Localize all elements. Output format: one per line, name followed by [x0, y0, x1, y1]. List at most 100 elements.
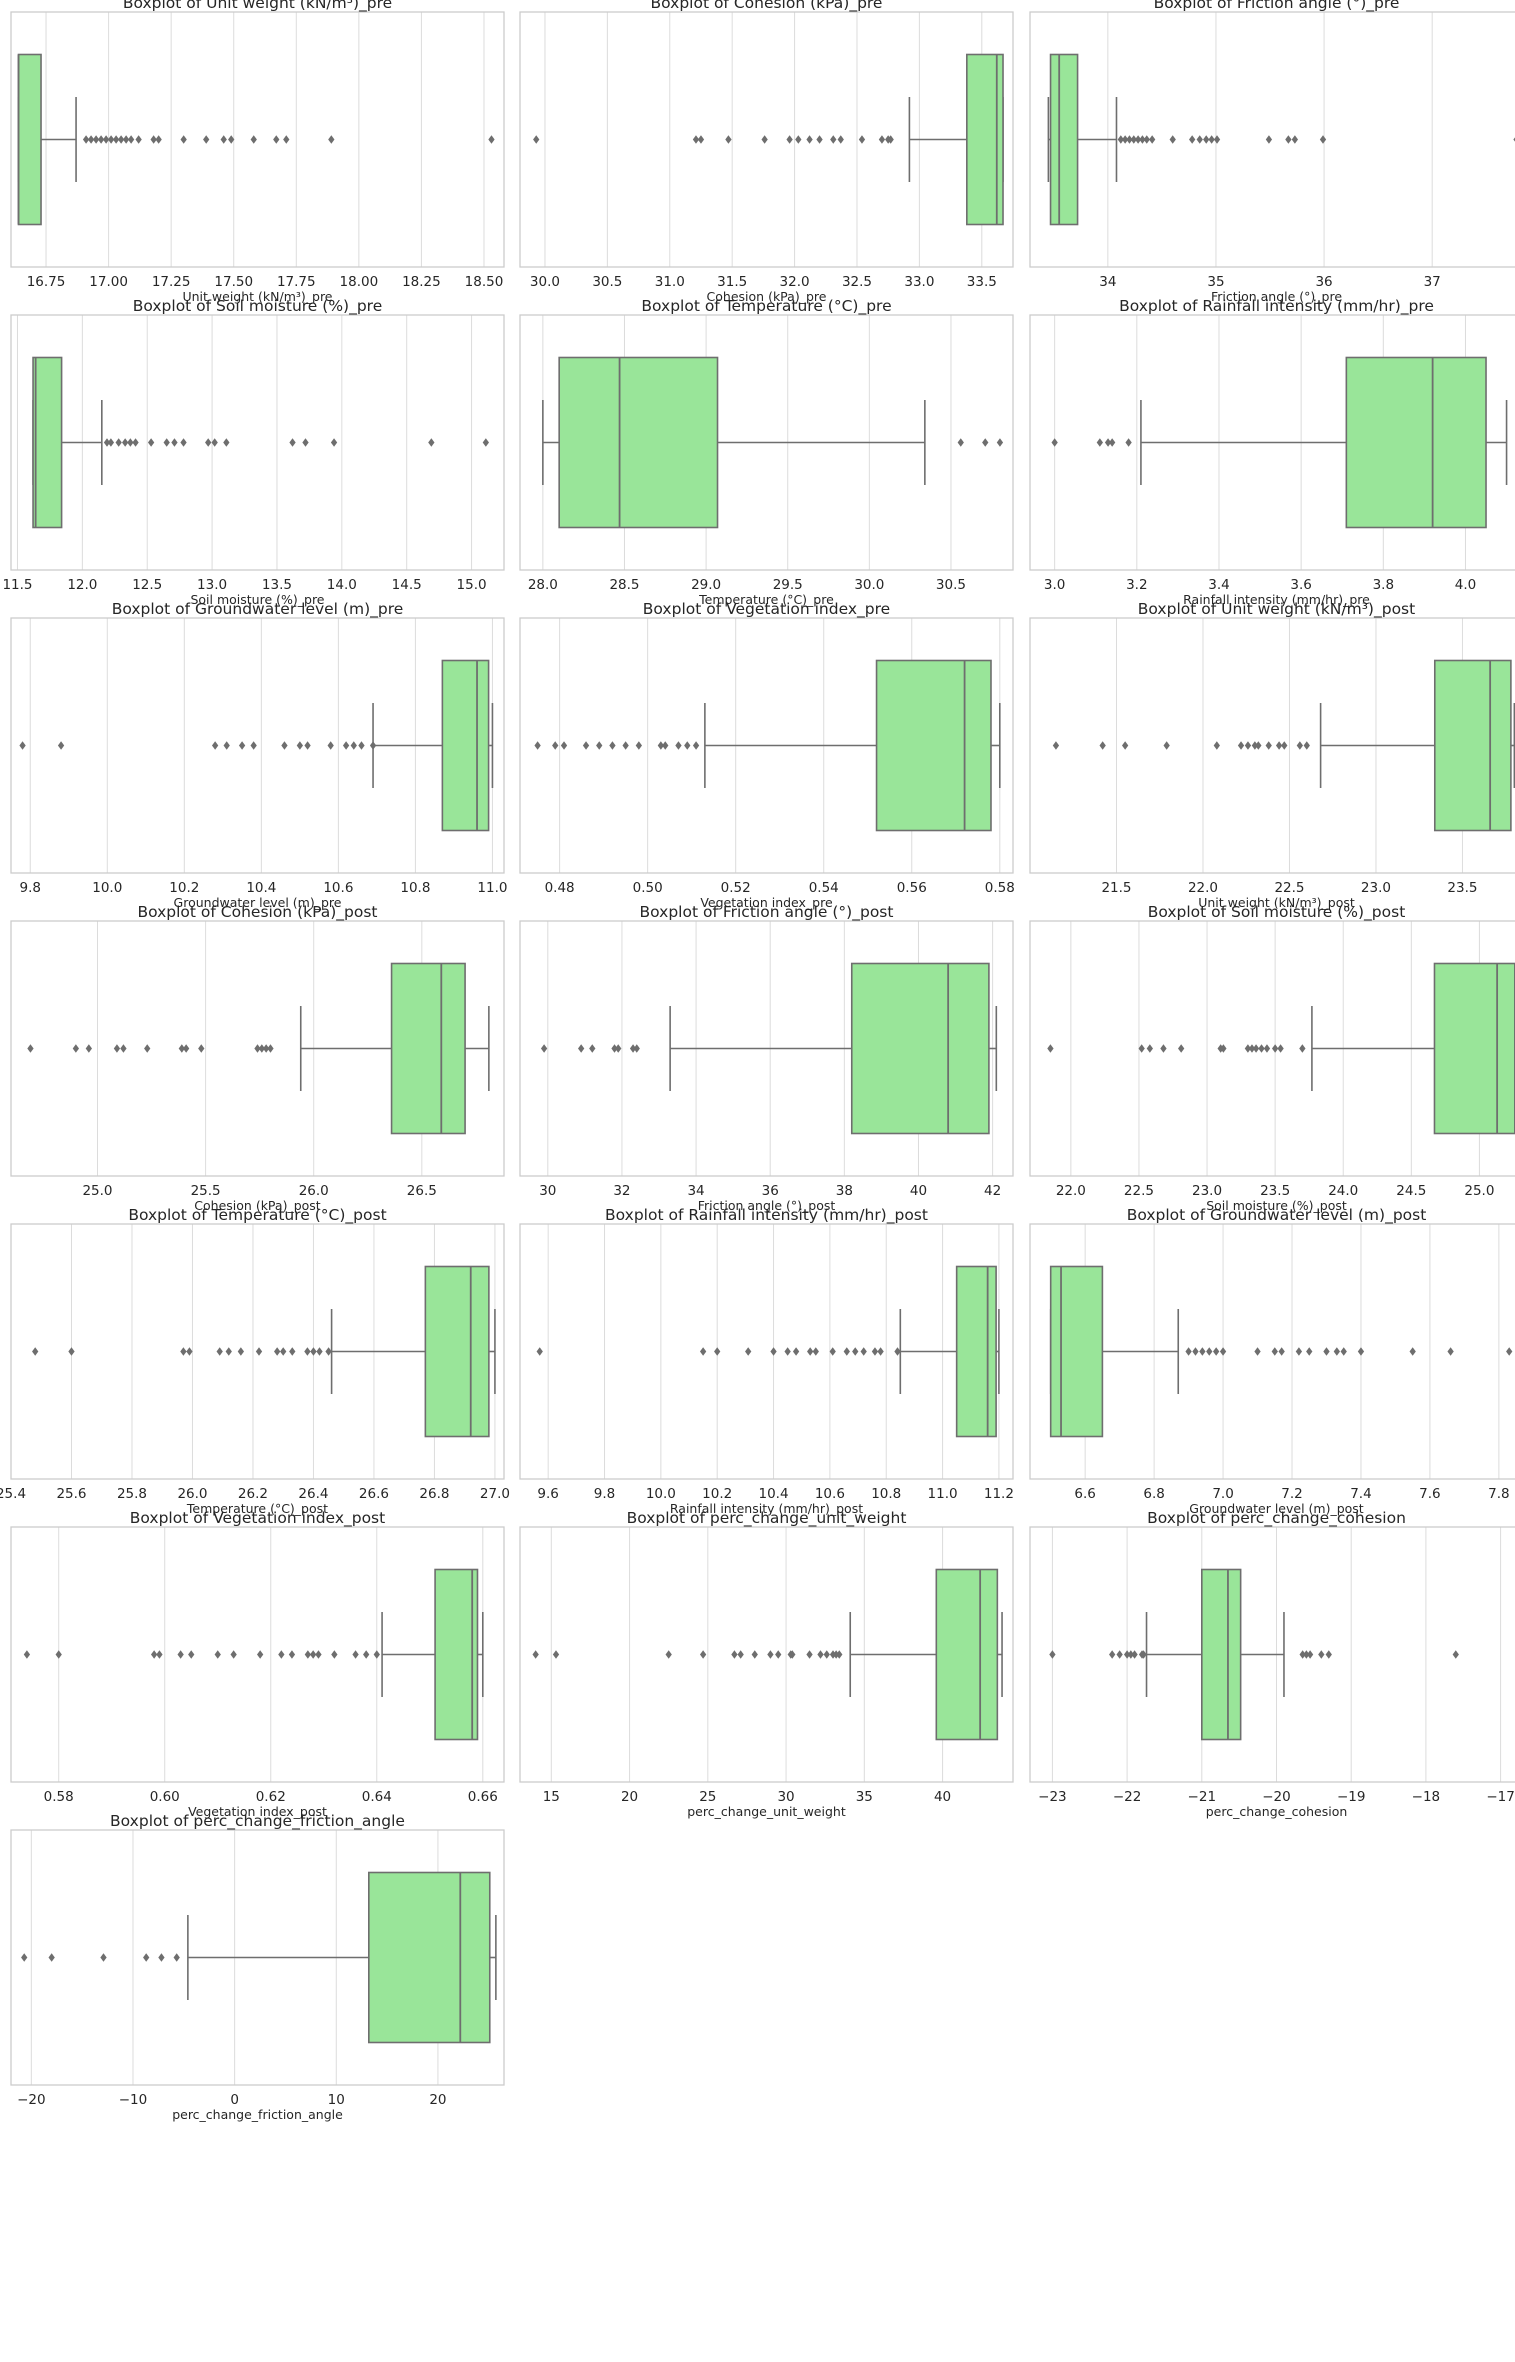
x-tick-label: 25.4 [0, 1486, 26, 1502]
x-tick-label: 3.0 [1044, 577, 1065, 593]
x-tick-label: 33.0 [904, 274, 934, 290]
outlier-point [1447, 1347, 1454, 1356]
outlier-point [633, 1044, 640, 1053]
outlier-point [1140, 1650, 1147, 1659]
outlier-point [1291, 135, 1299, 144]
x-tick-label: 25.6 [56, 1486, 86, 1502]
x-tick-label: 42 [984, 1183, 1001, 1199]
plot-title: Boxplot of Unit weight (kN/m³)_pre [123, 0, 392, 13]
outlier-point [714, 1347, 721, 1356]
outlier-point [310, 1347, 317, 1356]
x-tick-label: 0.60 [150, 1789, 180, 1805]
outlier-point [180, 438, 187, 447]
boxplot-panel: 9.8 10.0 10.2 10.4 10.6 10.8 11.0 Boxplot of Gr… [10, 600, 507, 910]
iqr-box [32, 356, 63, 529]
outlier-point [331, 1650, 338, 1659]
outlier-point [1127, 1650, 1134, 1659]
x-tick-label: 10.6 [815, 1486, 845, 1502]
outlier-point [32, 1347, 39, 1356]
outlier-point [731, 1650, 738, 1659]
x-axis-label: Cohesion (kPa)_post [194, 1198, 320, 1213]
iqr-box [955, 1265, 997, 1438]
outlier-point [1143, 135, 1150, 144]
outlier-point [177, 1650, 184, 1659]
outlier-point [534, 741, 541, 750]
x-tick-label: 32.0 [780, 274, 810, 290]
outlier-point [155, 135, 162, 144]
plot-title: Boxplot of Cohesion (kPa)_pre [651, 0, 883, 13]
x-tick-label: 18.00 [340, 274, 379, 290]
outlier-point [156, 1650, 163, 1659]
x-tick-label: 17.50 [214, 274, 253, 290]
outlier-point [552, 1650, 560, 1659]
plot-frame [519, 920, 1014, 1177]
plot-title: Boxplot of Unit weight (kN/m³)_post [1138, 600, 1415, 619]
plot-frame [1029, 11, 1515, 268]
iqr-box [850, 962, 990, 1135]
x-tick-label: 13.0 [197, 577, 227, 593]
x-tick-label: 25.0 [82, 1183, 112, 1199]
iqr-box [875, 659, 992, 832]
x-tick-label: 0.64 [362, 1789, 392, 1805]
iqr-box [390, 962, 466, 1135]
boxplot-panel: −20 −10 0 10 20 Boxplot of perc_change_fricti… [10, 1812, 505, 2122]
boxplot-panel: 3.0 3.2 3.4 3.6 3.8 4.0 Boxplot of Rainfall in… [1029, 297, 1515, 607]
iqr-box [1201, 1568, 1242, 1741]
x-tick-label: 40 [910, 1183, 927, 1199]
x-tick-label: 30.0 [530, 274, 560, 290]
x-tick-label: 10 [328, 2092, 345, 2108]
x-tick-label: 0.48 [545, 880, 575, 896]
x-tick-label: 17.00 [89, 274, 128, 290]
x-axis-label: Unit weight (kN/m³)_post [1198, 895, 1355, 910]
outlier-point [173, 1953, 180, 1962]
plot-title: Boxplot of Temperature (°C)_post [128, 1206, 386, 1225]
x-tick-label: 26.5 [407, 1183, 437, 1199]
outlier-point [1220, 1044, 1227, 1053]
outlier-point [1130, 135, 1137, 144]
x-tick-label: 9.6 [537, 1486, 558, 1502]
x-axis-label: Rainfall intensity (mm/hr)_post [670, 1501, 863, 1516]
outlier-point [117, 135, 125, 144]
outlier-point [1333, 1347, 1340, 1356]
outlier-point [48, 1953, 55, 1962]
iqr-box [424, 1265, 490, 1438]
outlier-point [829, 1347, 836, 1356]
outlier-point [1299, 1044, 1306, 1053]
outlier-point [482, 438, 489, 447]
x-tick-label: 3.4 [1208, 577, 1229, 593]
boxplot-panel: 6.6 6.8 7.0 7.2 7.4 7.6 7.8 Boxplot of Groundwa… [1029, 1206, 1515, 1516]
outlier-point [205, 438, 212, 447]
x-axis-label: perc_change_cohesion [1206, 1804, 1348, 1819]
x-axis-label: Vegetation index_pre [700, 895, 833, 910]
outlier-point [1146, 1044, 1153, 1053]
x-tick-label: 30.0 [854, 577, 884, 593]
outlier-point [186, 1347, 193, 1356]
boxplot-panel: 30.0 30.5 31.0 31.5 32.0 32.5 33.0 33.5 Boxplot … [519, 0, 1014, 304]
x-tick-label: 26.6 [359, 1486, 389, 1502]
outlier-point [1265, 135, 1273, 144]
plot-title: Boxplot of Groundwater level (m)_post [1127, 1206, 1427, 1225]
x-tick-label: 26.0 [299, 1183, 329, 1199]
outlier-point [238, 741, 246, 750]
outlier-point [304, 1650, 312, 1659]
outlier-point [1126, 135, 1133, 144]
outlier-point [267, 1044, 274, 1053]
outlier-point [1099, 741, 1106, 750]
x-tick-label: 38 [836, 1183, 853, 1199]
plot-title: Boxplot of Cohesion (kPa)_post [137, 903, 377, 922]
outlier-point [230, 1650, 237, 1659]
outlier-point [852, 1347, 859, 1356]
outlier-point [877, 1347, 884, 1356]
x-axis-label: Friction angle (°)_pre [1211, 289, 1342, 304]
outlier-point [1252, 1044, 1260, 1053]
outlier-point [304, 741, 311, 750]
outlier-point [812, 1347, 819, 1356]
boxplot-panel: −23 −22 −21 −20 −19 −18 −17 Boxplot of perc_cha… [1029, 1509, 1515, 1819]
x-axis-label: Rainfall intensity (mm/hr)_pre [1183, 592, 1370, 607]
outlier-point [662, 741, 669, 750]
outlier-point [675, 741, 682, 750]
outlier-point [180, 1347, 187, 1356]
outlier-point [1199, 1347, 1206, 1356]
x-tick-label: 0.52 [721, 880, 751, 896]
